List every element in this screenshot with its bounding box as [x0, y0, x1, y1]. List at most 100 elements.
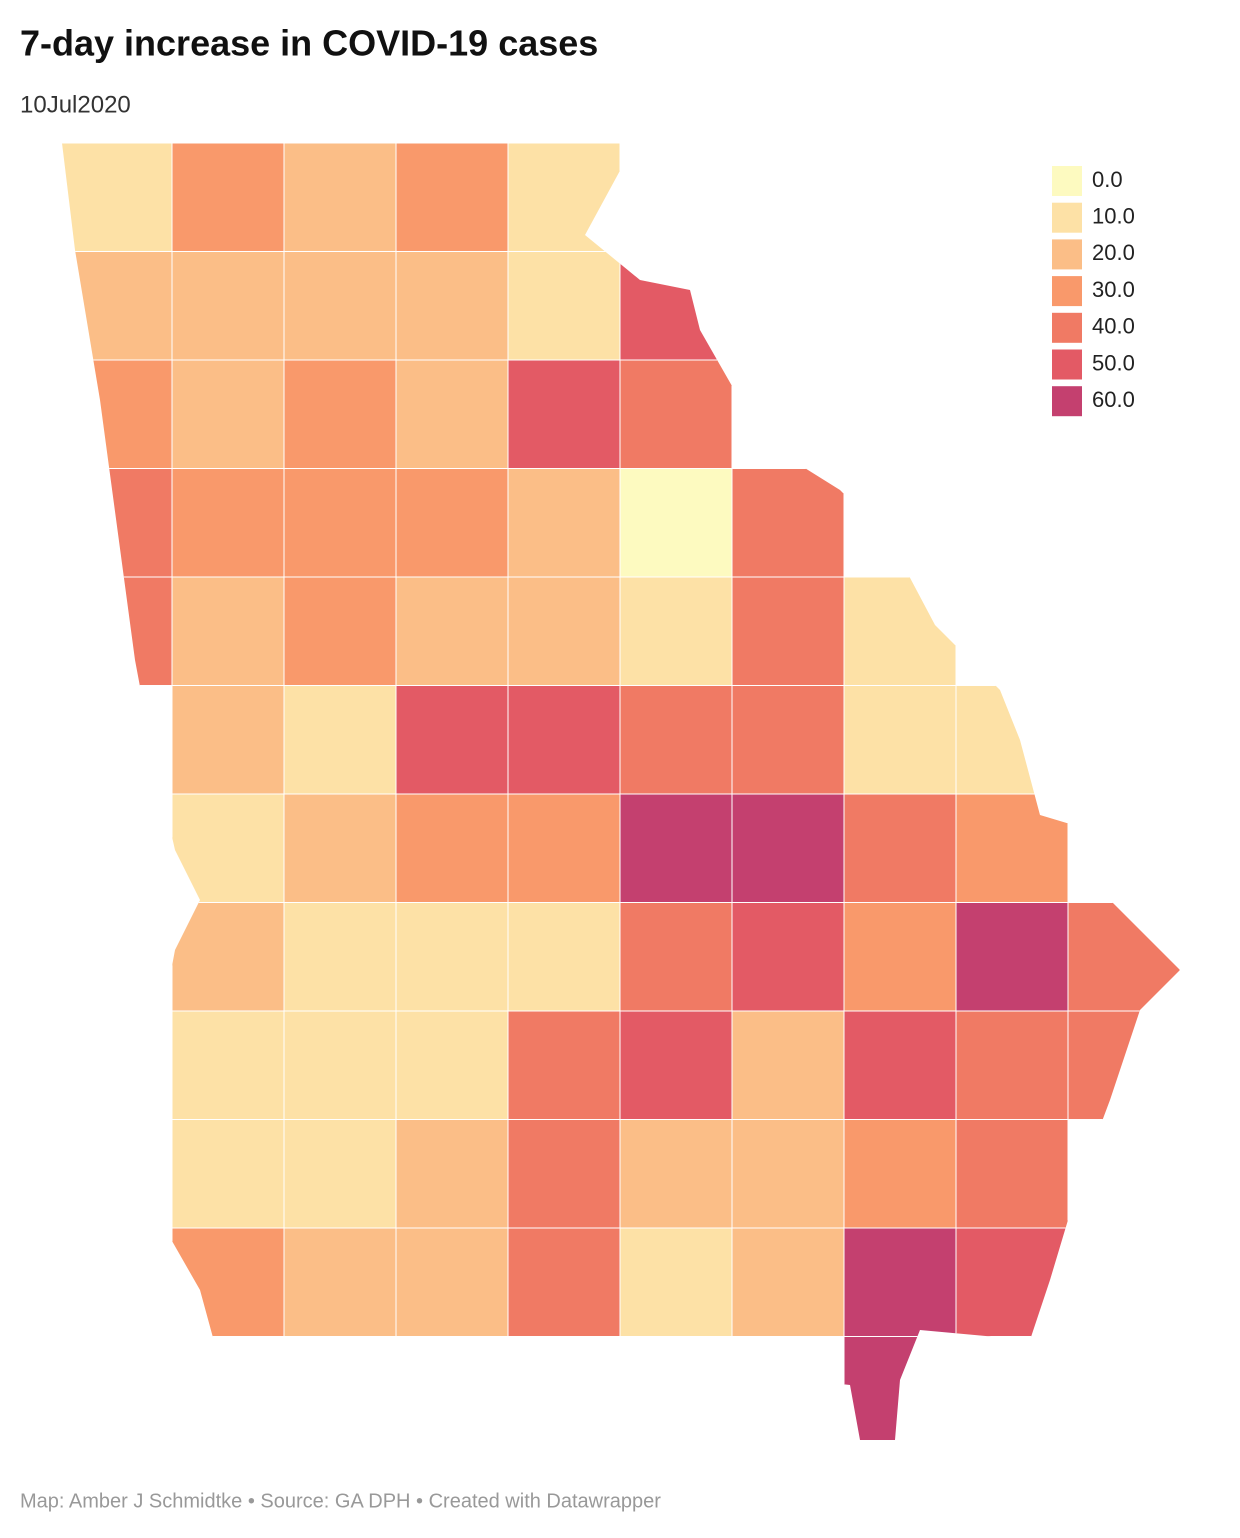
county-cell	[507, 576, 621, 686]
legend: 0.0 10.0 20.0 30.0 40.0 50.0 60.0	[1052, 166, 1135, 417]
county-cell	[955, 902, 1069, 1012]
county-cell	[619, 902, 733, 1012]
county-cell	[395, 1010, 509, 1120]
county-cell	[507, 359, 621, 469]
county-cell	[395, 143, 509, 252]
county-cell	[395, 685, 509, 795]
county-cell	[731, 685, 845, 795]
county-cell	[283, 576, 397, 686]
county-cell	[395, 251, 509, 361]
county-cell	[1067, 902, 1180, 1012]
legend-swatch	[1052, 202, 1082, 233]
legend-swatch	[1052, 386, 1082, 417]
county-cell	[731, 902, 845, 1012]
county-cell	[955, 1010, 1069, 1120]
county-cell	[731, 468, 845, 578]
county-cell	[395, 793, 509, 903]
county-cell	[619, 1119, 733, 1229]
county-cell	[507, 1119, 621, 1229]
county-cell	[843, 902, 957, 1012]
county-cell	[395, 576, 509, 686]
county-cell	[171, 143, 285, 252]
county-cell	[507, 902, 621, 1012]
county-cell	[62, 359, 173, 469]
county-cell	[955, 793, 1069, 903]
county-cell	[619, 359, 733, 469]
county-cell	[507, 468, 621, 578]
county-cell	[171, 1119, 285, 1229]
county-cell	[283, 793, 397, 903]
county-cell	[731, 576, 845, 686]
county-cell	[171, 576, 285, 686]
county-cell	[395, 468, 509, 578]
county-cell	[171, 468, 285, 578]
county-cell	[843, 1010, 957, 1120]
county-cell	[619, 1010, 733, 1120]
county-cell	[283, 1119, 397, 1229]
title: 7-day increase in COVID-19 cases	[20, 23, 598, 64]
county-cell	[507, 685, 621, 795]
county-cell	[619, 1227, 733, 1337]
county-cells	[62, 143, 1180, 1440]
county-cell	[171, 793, 285, 903]
legend-swatch	[1052, 166, 1082, 196]
county-cell	[283, 1010, 397, 1120]
county-cell	[283, 143, 397, 252]
county-cell	[62, 143, 173, 252]
county-cell	[507, 1010, 621, 1120]
legend-label: 20.0	[1092, 240, 1135, 265]
county-cell	[283, 1227, 397, 1337]
county-cell	[1067, 1010, 1180, 1120]
county-cell	[507, 143, 621, 252]
county-cell	[619, 468, 733, 578]
county-cell	[507, 251, 621, 361]
legend-swatch	[1052, 349, 1082, 380]
county-cell	[171, 902, 285, 1012]
county-cell	[843, 1336, 957, 1440]
county-cell	[395, 902, 509, 1012]
county-cell	[955, 1119, 1069, 1229]
county-cell	[843, 685, 957, 795]
legend-swatch	[1052, 276, 1082, 307]
county-cell	[395, 1227, 509, 1337]
legend-swatch	[1052, 312, 1082, 343]
county-cell	[171, 685, 285, 795]
county-cell	[843, 1119, 957, 1229]
county-cell	[507, 1227, 621, 1337]
legend-label: 50.0	[1092, 350, 1135, 375]
county-cell	[283, 468, 397, 578]
county-cell	[843, 1227, 957, 1337]
legend-label: 10.0	[1092, 204, 1135, 229]
county-cell	[619, 793, 733, 903]
footer: Map: Amber J Schmidtke • Source: GA DPH …	[20, 1490, 661, 1512]
county-cell	[62, 251, 173, 361]
legend-label: 0.0	[1092, 167, 1123, 192]
county-cell	[955, 1227, 1069, 1337]
county-cell	[62, 576, 173, 686]
subtitle: 10Jul2020	[20, 91, 131, 118]
legend-label: 60.0	[1092, 387, 1135, 412]
county-cell	[843, 576, 957, 686]
county-cell	[619, 576, 733, 686]
county-cell	[731, 1010, 845, 1120]
county-cell	[843, 793, 957, 903]
county-cell	[731, 793, 845, 903]
county-cell	[731, 1227, 845, 1337]
legend-label: 30.0	[1092, 277, 1135, 302]
legend-swatch	[1052, 239, 1082, 270]
county-cell	[171, 251, 285, 361]
county-cell	[283, 251, 397, 361]
county-cell	[955, 685, 1069, 795]
county-cell	[171, 359, 285, 469]
county-cell	[171, 1227, 285, 1337]
county-cell	[507, 793, 621, 903]
county-cell	[283, 902, 397, 1012]
legend-label: 40.0	[1092, 314, 1135, 339]
county-cell	[619, 251, 733, 361]
county-cell	[619, 685, 733, 795]
county-cell	[171, 1010, 285, 1120]
county-cell	[395, 359, 509, 469]
county-cell	[62, 468, 173, 578]
